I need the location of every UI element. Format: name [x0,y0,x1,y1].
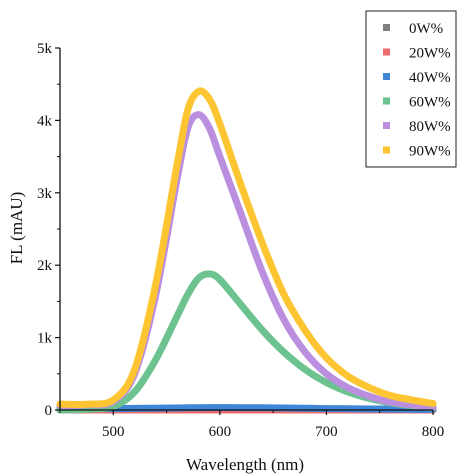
x-axis-label: Wavelength (nm) [186,455,304,474]
x-tick-label: 500 [102,424,125,440]
tick-layer: 0 1k 2k 3k 4k 5k 500 600 700 800 [37,41,444,440]
legend-label: 80W% [409,119,451,135]
x-tick-label: 700 [315,424,338,440]
legend-swatch [383,73,390,80]
y-axis-label: FL (mAU) [7,192,26,265]
legend-box [365,10,457,168]
series-line-40wpct [56,404,437,413]
legend-label: 0W% [409,21,443,37]
y-tick-label: 2k [37,258,53,274]
y-tick-label: 1k [37,331,53,347]
legend-label: 90W% [409,144,451,160]
x-tick-label: 800 [422,424,445,440]
x-tick-label: 600 [209,424,232,440]
y-tick-label: 3k [37,186,53,202]
legend: 0W% 20W% 40W% 60W% 80W% 90W% [365,10,457,168]
legend-swatch [383,48,390,56]
legend-label: 20W% [409,46,451,62]
y-tick-label: 4k [37,113,53,129]
legend-label: 40W% [409,70,451,86]
y-tick-label: 5k [37,41,53,57]
y-tick-label: 0 [45,403,53,419]
legend-swatch [383,122,390,129]
legend-swatch [383,146,390,154]
series-line-90wpct [56,87,437,409]
legend-swatch [383,97,390,105]
legend-swatch [383,24,390,31]
legend-label: 60W% [409,95,451,111]
